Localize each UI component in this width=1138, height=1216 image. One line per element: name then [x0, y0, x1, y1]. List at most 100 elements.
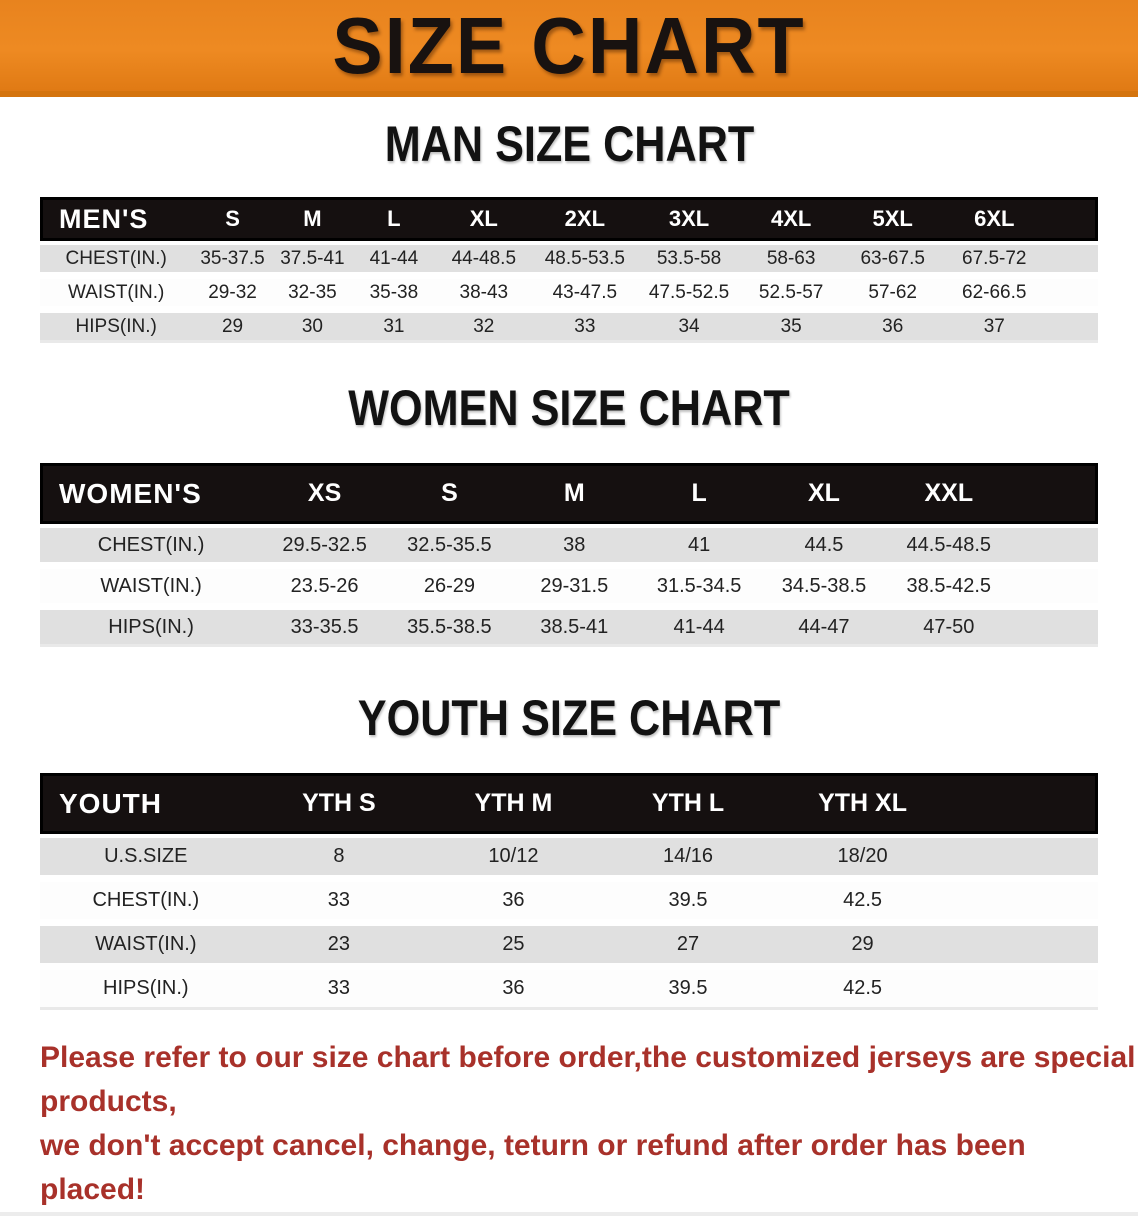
- measurement-row: CHEST(IN.) 35-37.5 37.5-41 41-44 44-48.5 48.5…: [40, 241, 1098, 275]
- youth-section-heading: YOUTH SIZE CHART: [0, 688, 1138, 751]
- size-value-cell: 43-47.5: [531, 275, 638, 309]
- size-value-cell: 14/16: [600, 834, 776, 878]
- size-column-header: YTH M: [426, 773, 601, 834]
- size-value-cell: 47-50: [886, 606, 1012, 647]
- table-title-cell: WOMEN'S: [40, 463, 263, 524]
- spacer-cell: [1011, 606, 1098, 647]
- size-value-cell: 34.5-38.5: [761, 565, 887, 606]
- size-value-cell: 53.5-58: [637, 241, 741, 275]
- size-value-cell: 37.5-41: [272, 241, 353, 275]
- row-label-cell: HIPS(IN.): [40, 309, 193, 343]
- spacer-cell: [1011, 463, 1098, 524]
- size-value-cell: 44-47: [761, 606, 887, 647]
- table-title-cell: MEN'S: [40, 197, 193, 241]
- size-value-cell: 32.5-35.5: [387, 524, 512, 565]
- measurement-row: U.S.SIZE 8 10/12 14/16 18/20: [40, 834, 1098, 878]
- size-value-cell: 52.5-57: [740, 275, 842, 309]
- size-value-cell: 29-32: [192, 275, 273, 309]
- measurement-row: CHEST(IN.) 29.5-32.5 32.5-35.5 38 41 44.5 44.5…: [40, 524, 1098, 565]
- size-value-cell: 33-35.5: [262, 606, 388, 647]
- size-value-cell: 36: [426, 878, 601, 922]
- size-value-cell: 18/20: [775, 834, 950, 878]
- measurement-row: HIPS(IN.) 33-35.5 35.5-38.5 38.5-41 41-44 44-…: [40, 606, 1098, 647]
- size-column-header: 2XL: [531, 197, 638, 241]
- measurement-row: WAIST(IN.) 23 25 27 29: [40, 922, 1098, 966]
- disclaimer-line-2: we don't accept cancel, change, teturn o…: [40, 1129, 1026, 1206]
- size-value-cell: 36: [841, 309, 944, 343]
- size-column-header: M: [272, 197, 353, 241]
- size-column-header: XS: [262, 463, 388, 524]
- size-value-cell: 44.5: [761, 524, 887, 565]
- size-value-cell: 34: [637, 309, 741, 343]
- youth-size-table: YOUTH YTH S YTH M YTH L YTH XL U.S.SIZE 8 10/12…: [40, 773, 1098, 1010]
- size-value-cell: 39.5: [600, 878, 776, 922]
- size-column-header: YTH L: [600, 773, 776, 834]
- size-value-cell: 67.5-72: [943, 241, 1046, 275]
- spacer-cell: [1045, 275, 1098, 309]
- size-column-header: XL: [435, 197, 532, 241]
- size-value-cell: 35-38: [352, 275, 436, 309]
- size-value-cell: 30: [272, 309, 353, 343]
- size-column-header: 3XL: [637, 197, 741, 241]
- youth-section: YOUTH SIZE CHART YOUTH YTH S YTH M YTH L YTH…: [0, 688, 1138, 1010]
- size-value-cell: 62-66.5: [943, 275, 1046, 309]
- size-column-header: XL: [761, 463, 887, 524]
- size-value-cell: 23: [251, 922, 427, 966]
- row-label-cell: WAIST(IN.): [40, 275, 193, 309]
- spacer-cell: [949, 922, 1098, 966]
- size-value-cell: 44.5-48.5: [886, 524, 1012, 565]
- size-value-cell: 47.5-52.5: [637, 275, 741, 309]
- size-column-header: S: [387, 463, 512, 524]
- table-title-cell: YOUTH: [40, 773, 252, 834]
- spacer-cell: [949, 773, 1098, 834]
- size-value-cell: 41-44: [352, 241, 436, 275]
- men-section-heading-text: MAN SIZE CHART: [384, 114, 754, 172]
- row-label-cell: CHEST(IN.): [40, 241, 193, 275]
- table-header-row: WOMEN'S XS S M L XL XXL: [40, 463, 1098, 524]
- size-column-header: S: [192, 197, 273, 241]
- women-section-heading: WOMEN SIZE CHART: [0, 379, 1138, 441]
- size-value-cell: 35-37.5: [192, 241, 273, 275]
- size-value-cell: 29: [775, 922, 950, 966]
- size-value-cell: 36: [426, 966, 601, 1010]
- disclaimer: Please refer to our size chart before or…: [40, 1036, 1138, 1212]
- measurement-row: CHEST(IN.) 33 36 39.5 42.5: [40, 878, 1098, 922]
- size-value-cell: 32-35: [272, 275, 353, 309]
- row-label-cell: CHEST(IN.): [40, 878, 252, 922]
- disclaimer-line-1: Please refer to our size chart before or…: [40, 1041, 1136, 1118]
- row-label-cell: U.S.SIZE: [40, 834, 252, 878]
- size-value-cell: 33: [251, 966, 427, 1010]
- spacer-cell: [1045, 241, 1098, 275]
- row-label-cell: WAIST(IN.): [40, 922, 252, 966]
- size-value-cell: 44-48.5: [435, 241, 532, 275]
- page-title: SIZE CHART: [332, 0, 806, 90]
- measurement-row: WAIST(IN.) 23.5-26 26-29 29-31.5 31.5-34.5 34…: [40, 565, 1098, 606]
- spacer-cell: [1045, 197, 1098, 241]
- size-column-header: XXL: [886, 463, 1012, 524]
- size-value-cell: 37: [943, 309, 1046, 343]
- size-column-header: 4XL: [740, 197, 842, 241]
- spacer-cell: [1045, 309, 1098, 343]
- table-header-row: MEN'S S M L XL 2XL 3XL 4XL 5XL 6XL: [40, 197, 1098, 241]
- size-value-cell: 10/12: [426, 834, 601, 878]
- row-label-cell: HIPS(IN.): [40, 966, 252, 1010]
- size-column-header: L: [636, 463, 762, 524]
- size-value-cell: 63-67.5: [841, 241, 944, 275]
- men-section: MAN SIZE CHART MEN'S S M L XL 2XL 3XL 4XL 5XL 6XL…: [0, 114, 1138, 343]
- youth-section-heading-text: YOUTH SIZE CHART: [357, 688, 781, 746]
- size-value-cell: 26-29: [387, 565, 512, 606]
- size-value-cell: 38.5-41: [511, 606, 637, 647]
- size-value-cell: 29: [192, 309, 273, 343]
- size-value-cell: 8: [251, 834, 427, 878]
- size-column-header: YTH S: [251, 773, 427, 834]
- size-value-cell: 31: [352, 309, 436, 343]
- row-label-cell: WAIST(IN.): [40, 565, 263, 606]
- spacer-cell: [949, 878, 1098, 922]
- measurement-row: HIPS(IN.) 29 30 31 32 33 34 35 36 37: [40, 309, 1098, 343]
- spacer-cell: [949, 966, 1098, 1010]
- size-value-cell: 41: [636, 524, 762, 565]
- banner: SIZE CHART: [0, 0, 1138, 97]
- spacer-cell: [1011, 565, 1098, 606]
- size-value-cell: 25: [426, 922, 601, 966]
